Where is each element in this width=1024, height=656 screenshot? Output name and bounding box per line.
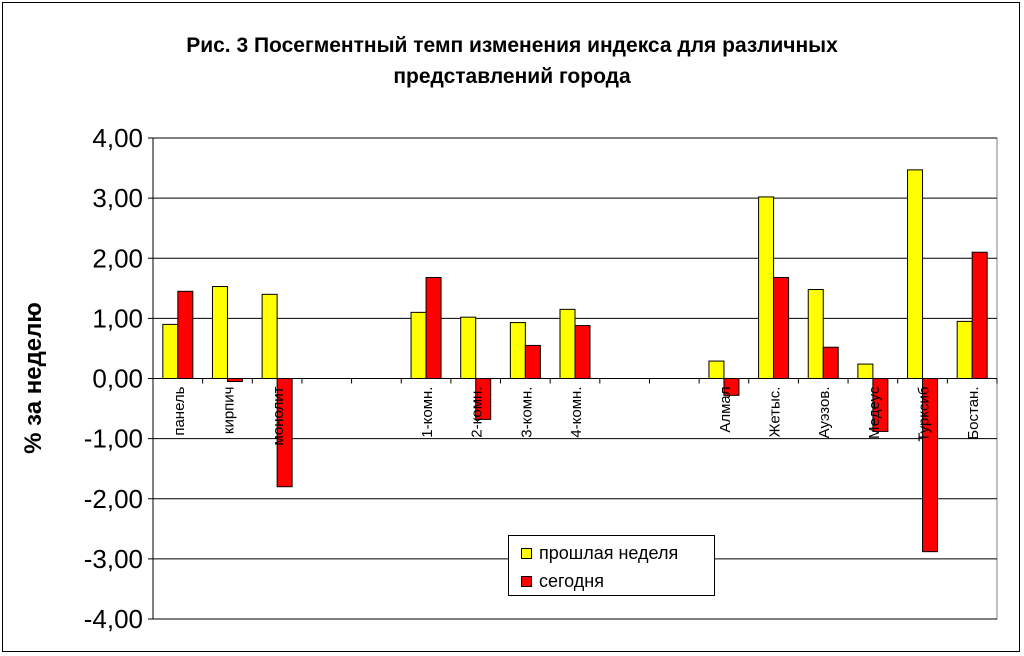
bar-0 <box>907 169 924 379</box>
bar-0 <box>956 320 973 380</box>
bar-0 <box>211 286 228 380</box>
bar-1 <box>574 325 591 379</box>
bar-0 <box>559 308 576 380</box>
x-category-label: Ауэзов. <box>816 387 833 439</box>
y-tick-label: -3,00 <box>84 544 143 574</box>
bar-1 <box>177 290 194 380</box>
x-category-label: Алмал <box>717 387 734 433</box>
x-category-label: 1-комн. <box>419 387 436 438</box>
x-category-label: панель <box>171 386 188 435</box>
y-tick-label: 1,00 <box>92 303 143 333</box>
bar-0 <box>460 316 477 379</box>
bar-0 <box>807 289 824 380</box>
y-tick-label: 0,00 <box>92 364 143 394</box>
y-tick-label: 4,00 <box>92 123 143 153</box>
bar-0 <box>758 196 775 379</box>
bar-1 <box>524 344 541 379</box>
y-tick-label: -4,00 <box>84 604 143 634</box>
y-tick-label: -2,00 <box>84 484 143 514</box>
chart-title: Рис. 3 Посегментный темп изменения индек… <box>186 34 838 88</box>
bar-0 <box>509 322 526 379</box>
legend-item-1: сегодня <box>521 569 604 593</box>
bar-1 <box>425 276 442 379</box>
y-tick-label: 3,00 <box>92 183 143 213</box>
bar-0 <box>162 323 179 380</box>
legend-swatch-1 <box>521 575 532 587</box>
bar-0 <box>410 311 427 379</box>
legend-swatch-0 <box>521 547 532 559</box>
x-category-label: 4-комн. <box>568 387 585 438</box>
bar-1 <box>773 276 790 379</box>
x-category-label: Жетыс. <box>767 387 784 438</box>
legend-label-1: сегодня <box>539 570 604 591</box>
y-tick-label: -1,00 <box>84 424 143 454</box>
bar-0 <box>261 293 278 380</box>
legend-label-0: прошлая неделя <box>539 542 679 563</box>
y-tick-label: 2,00 <box>92 243 143 273</box>
legend-item-0: прошлая неделя <box>521 541 678 565</box>
chart-legend: прошлая неделя сегодня <box>508 535 715 596</box>
x-category-label: Медеус <box>866 386 883 439</box>
x-category-label: кирпич <box>220 387 237 435</box>
x-category-label: 3-комн. <box>518 387 535 438</box>
bar-1 <box>822 346 839 379</box>
bar-0 <box>857 363 874 380</box>
x-category-label: Турксиб <box>916 387 933 442</box>
x-category-label: Бостан. <box>965 387 982 440</box>
bar-1 <box>971 251 988 379</box>
x-category-label: монолит <box>270 386 287 445</box>
x-category-label: 2-комн. <box>469 387 486 438</box>
bar-0 <box>708 360 725 380</box>
